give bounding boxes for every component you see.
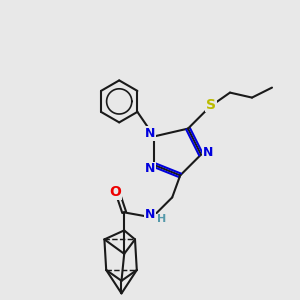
- Text: O: O: [109, 185, 121, 200]
- Text: N: N: [145, 163, 155, 176]
- Text: N: N: [145, 208, 155, 221]
- Text: S: S: [206, 98, 216, 112]
- Text: N: N: [145, 127, 155, 140]
- Text: H: H: [157, 214, 166, 224]
- Text: N: N: [203, 146, 213, 159]
